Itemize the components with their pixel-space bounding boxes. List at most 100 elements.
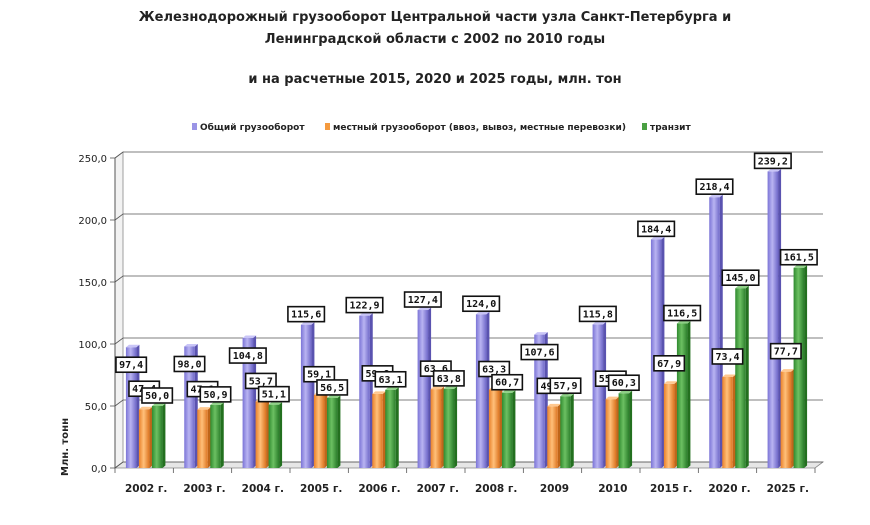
data-label: 122,9 bbox=[345, 296, 384, 314]
data-label: 77,7 bbox=[769, 342, 802, 360]
legend-swatch-3 bbox=[642, 123, 647, 130]
data-label: 50,0 bbox=[141, 387, 174, 404]
bar-2-2020 bbox=[722, 374, 736, 468]
data-label-box bbox=[173, 355, 206, 373]
data-label-text: 127,4 bbox=[408, 295, 438, 306]
x-tick-label: 2025 г. bbox=[767, 483, 809, 495]
bar-top bbox=[560, 393, 574, 397]
data-label-box bbox=[695, 178, 734, 195]
legend-swatch-2 bbox=[325, 123, 330, 130]
bar-side bbox=[791, 369, 795, 468]
bar-1-2009 bbox=[534, 332, 548, 468]
bar-3-2002 bbox=[151, 403, 166, 468]
x-tick-label: 2007 г. bbox=[417, 483, 459, 495]
data-label: 63,1 bbox=[374, 370, 407, 388]
data-label-box bbox=[721, 269, 760, 287]
x-tick-label: 2010 bbox=[598, 483, 627, 495]
gridline bbox=[114, 275, 823, 283]
bar-3-2008 bbox=[501, 390, 516, 468]
bar-3-2006 bbox=[385, 387, 399, 468]
bar-face bbox=[372, 393, 383, 468]
bar-face bbox=[709, 197, 720, 468]
y-axis-label: Млн. тонн bbox=[60, 418, 71, 476]
bar-side bbox=[311, 322, 315, 468]
bar-side bbox=[369, 313, 373, 468]
bar-face bbox=[501, 392, 513, 468]
bar-face bbox=[767, 171, 779, 468]
bar-1-2007 bbox=[417, 307, 432, 468]
data-label: 57,9 bbox=[549, 377, 582, 395]
bar-face bbox=[210, 404, 221, 468]
data-label-text: 145,0 bbox=[725, 273, 755, 284]
bar-top bbox=[676, 321, 691, 324]
data-label-box bbox=[374, 370, 407, 388]
bar-1-2008 bbox=[475, 311, 490, 468]
bar-1-2004 bbox=[242, 335, 257, 468]
bar-side bbox=[428, 307, 432, 468]
bar-top bbox=[618, 390, 633, 394]
x-tick-label: 2005 г. bbox=[300, 483, 342, 495]
data-label: 60,7 bbox=[491, 373, 524, 391]
bar-1-2002 bbox=[125, 344, 140, 468]
bar-3-2010 bbox=[618, 390, 633, 468]
bar-face bbox=[255, 401, 267, 468]
bar-2-2005 bbox=[313, 392, 328, 468]
legend: Общий грузооборот местный грузооборот (вв… bbox=[192, 122, 691, 133]
data-label: 104,8 bbox=[228, 347, 267, 364]
x-tick-label: 2004 г. bbox=[242, 483, 284, 495]
bar-face bbox=[326, 397, 338, 468]
bar-face bbox=[592, 324, 604, 468]
gridline bbox=[114, 337, 823, 345]
legend-label-3: транзит bbox=[650, 123, 691, 133]
data-label: 107,6 bbox=[520, 343, 559, 361]
bar-face bbox=[534, 334, 545, 468]
data-label-text: 60,3 bbox=[612, 378, 636, 389]
y-tick-label: 50,0 bbox=[85, 402, 107, 413]
data-label: 124,0 bbox=[462, 295, 501, 313]
bar-side bbox=[512, 390, 516, 468]
data-label-text: 73,4 bbox=[715, 352, 739, 363]
bar-top bbox=[125, 344, 140, 348]
bar-2-2025 bbox=[780, 369, 795, 468]
bar-side bbox=[337, 395, 341, 468]
data-label: 115,6 bbox=[287, 305, 326, 323]
bar-face bbox=[313, 394, 325, 468]
bar-1-2010 bbox=[592, 321, 607, 468]
data-label-text: 57,9 bbox=[553, 381, 577, 392]
gridline bbox=[114, 213, 823, 221]
data-label-text: 77,7 bbox=[774, 347, 798, 358]
data-label: 56,5 bbox=[316, 379, 349, 396]
bar-2-2008 bbox=[488, 387, 503, 468]
bar-side bbox=[629, 390, 633, 468]
bar-3-2009 bbox=[560, 393, 574, 468]
bar-face bbox=[475, 314, 487, 468]
bar-face bbox=[268, 404, 280, 468]
data-label: 50,9 bbox=[199, 386, 232, 403]
bar-top bbox=[210, 402, 224, 405]
data-label-text: 97,4 bbox=[119, 360, 143, 371]
x-axis: 2002 г. 2003 г. 2004 г. 2005 г. 2006 г. 2007 … bbox=[114, 468, 816, 495]
chart-title-line-1: Железнодорожный грузооборот Центральной … bbox=[138, 10, 732, 25]
data-label-text: 63,3 bbox=[482, 365, 506, 376]
data-label-text: 63,8 bbox=[437, 374, 461, 385]
bar-side bbox=[136, 344, 140, 468]
bar-3-2007 bbox=[443, 386, 458, 468]
bar-top bbox=[138, 406, 153, 410]
bar-face bbox=[151, 406, 163, 468]
bar-face bbox=[676, 323, 688, 468]
data-label-text: 107,6 bbox=[524, 348, 554, 359]
data-label: 218,4 bbox=[695, 178, 734, 195]
data-label: 73,4 bbox=[711, 348, 744, 365]
data-label-text: 56,5 bbox=[320, 383, 344, 394]
bar-face bbox=[560, 396, 571, 468]
data-label-box bbox=[199, 386, 232, 403]
bar-face bbox=[300, 324, 312, 468]
x-tick-label: 2002 г. bbox=[125, 483, 167, 495]
bar-side bbox=[382, 391, 386, 468]
bar-side bbox=[804, 265, 808, 468]
data-label-box bbox=[637, 220, 676, 238]
data-label-text: 60,7 bbox=[495, 378, 519, 389]
y-axis: 0,0 50,0 100,0 150,0 200,0 250,0 bbox=[78, 154, 116, 475]
y-tick-label: 150,0 bbox=[78, 278, 107, 289]
data-label-box bbox=[607, 374, 640, 392]
